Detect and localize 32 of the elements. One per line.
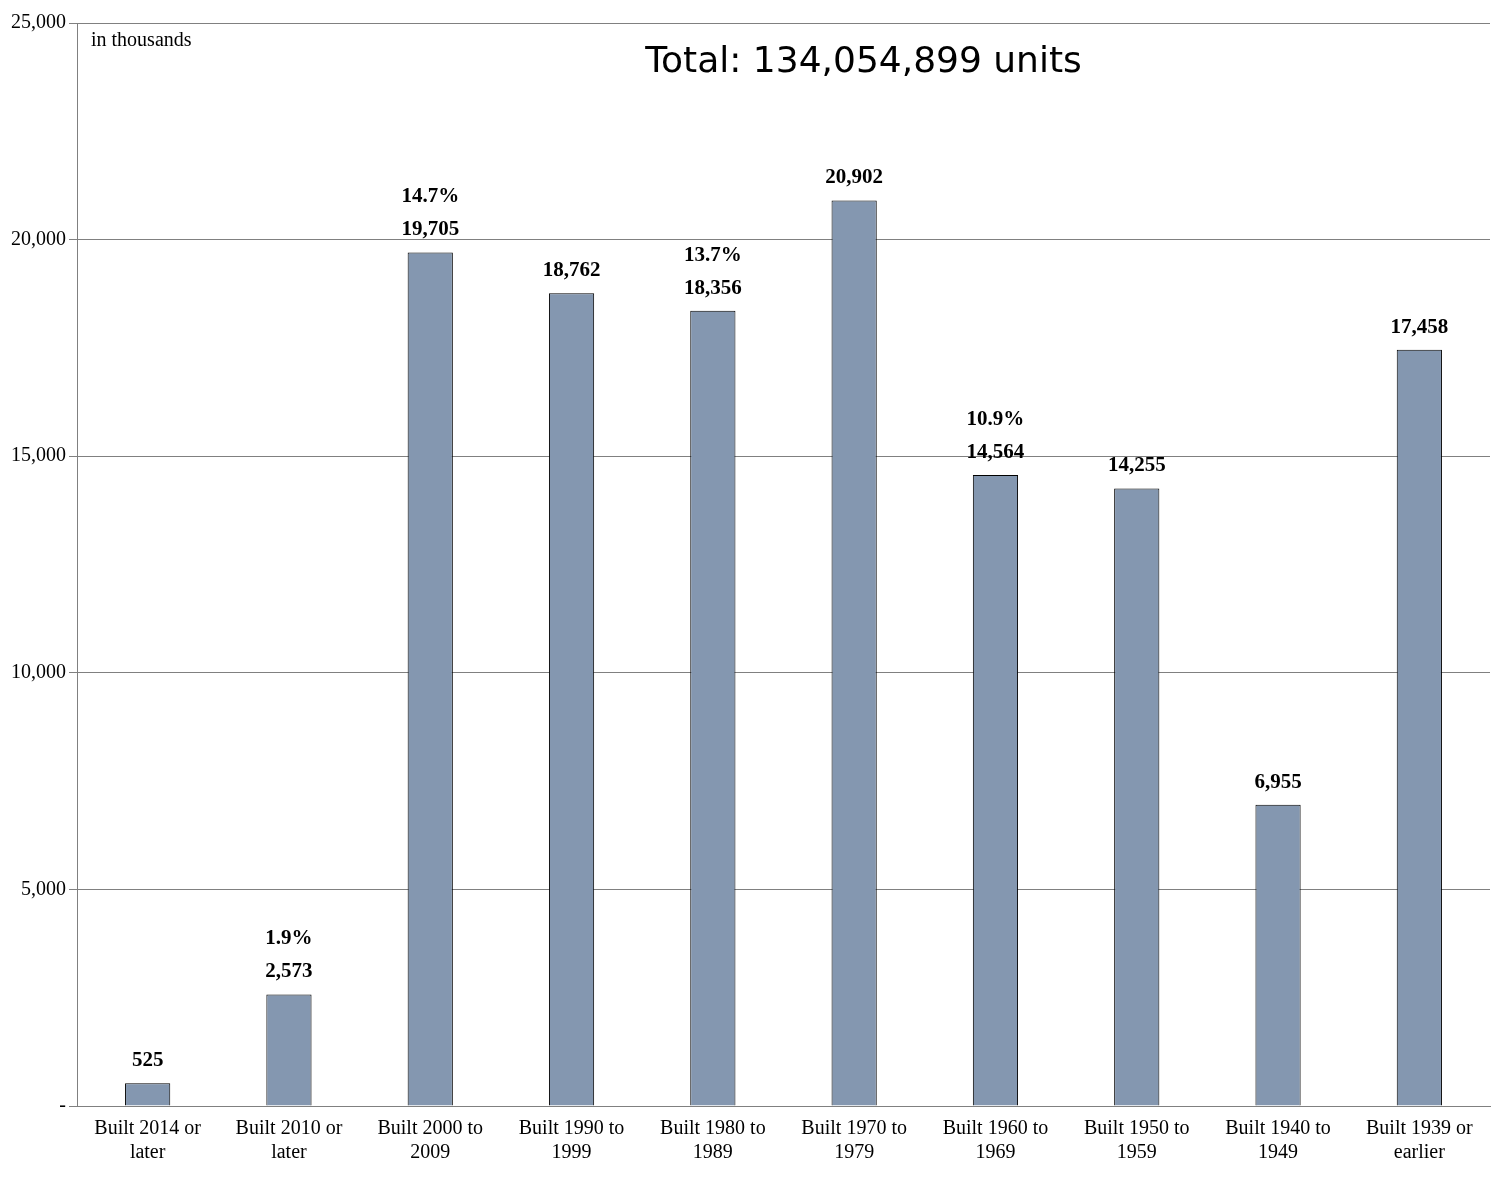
y-tick-label: 25,000 — [11, 10, 66, 33]
data-label: 17,458 — [1390, 313, 1449, 338]
y-tick-label: 15,000 — [11, 443, 66, 466]
y-tick-label: 5,000 — [21, 876, 66, 899]
x-tick-label: Built 1940 to 1949 — [1225, 1116, 1331, 1163]
data-label: 19,705 — [401, 216, 460, 241]
annotation: 13.7% — [683, 241, 742, 266]
data-label: 20,902 — [825, 164, 884, 189]
x-tick-label: Built 1960 to 1969 — [942, 1116, 1049, 1163]
annotation: 10.9% — [966, 406, 1025, 431]
x-tick-label: Built 1970 to 1979 — [801, 1116, 907, 1163]
x-tick-label: Built 1950 to 1959 — [1083, 1116, 1190, 1163]
data-label: 14,255 — [1107, 452, 1166, 477]
x-tick-label: Built 1990 to 1999 — [518, 1116, 625, 1163]
x-tick-label: Built 2010 or later — [235, 1116, 343, 1163]
annotation: in thousands — [91, 28, 192, 51]
data-label: 6,955 — [1254, 768, 1302, 793]
y-tick-label: 10,000 — [11, 660, 66, 683]
data-label: 525 — [131, 1047, 164, 1072]
text: Total: 134,054,899 units — [644, 39, 1082, 81]
x-tick-label: Built 1980 to 1989 — [660, 1116, 766, 1163]
x-tick-label: Built 2000 to 2009 — [377, 1116, 484, 1163]
x-tick-label: Built 1939 or earlier — [1366, 1116, 1474, 1163]
annotation: 14.7% — [401, 183, 460, 208]
data-label: 18,762 — [542, 257, 601, 282]
data-label: 18,356 — [683, 274, 742, 299]
data-label: 2,573 — [265, 958, 313, 983]
annotation: 1.9% — [265, 925, 313, 950]
y-tick-label: - — [59, 1093, 66, 1116]
y-tick-label: 20,000 — [11, 226, 66, 249]
data-label: 14,564 — [966, 439, 1025, 464]
x-tick-label: Built 2014 or later — [94, 1116, 202, 1163]
